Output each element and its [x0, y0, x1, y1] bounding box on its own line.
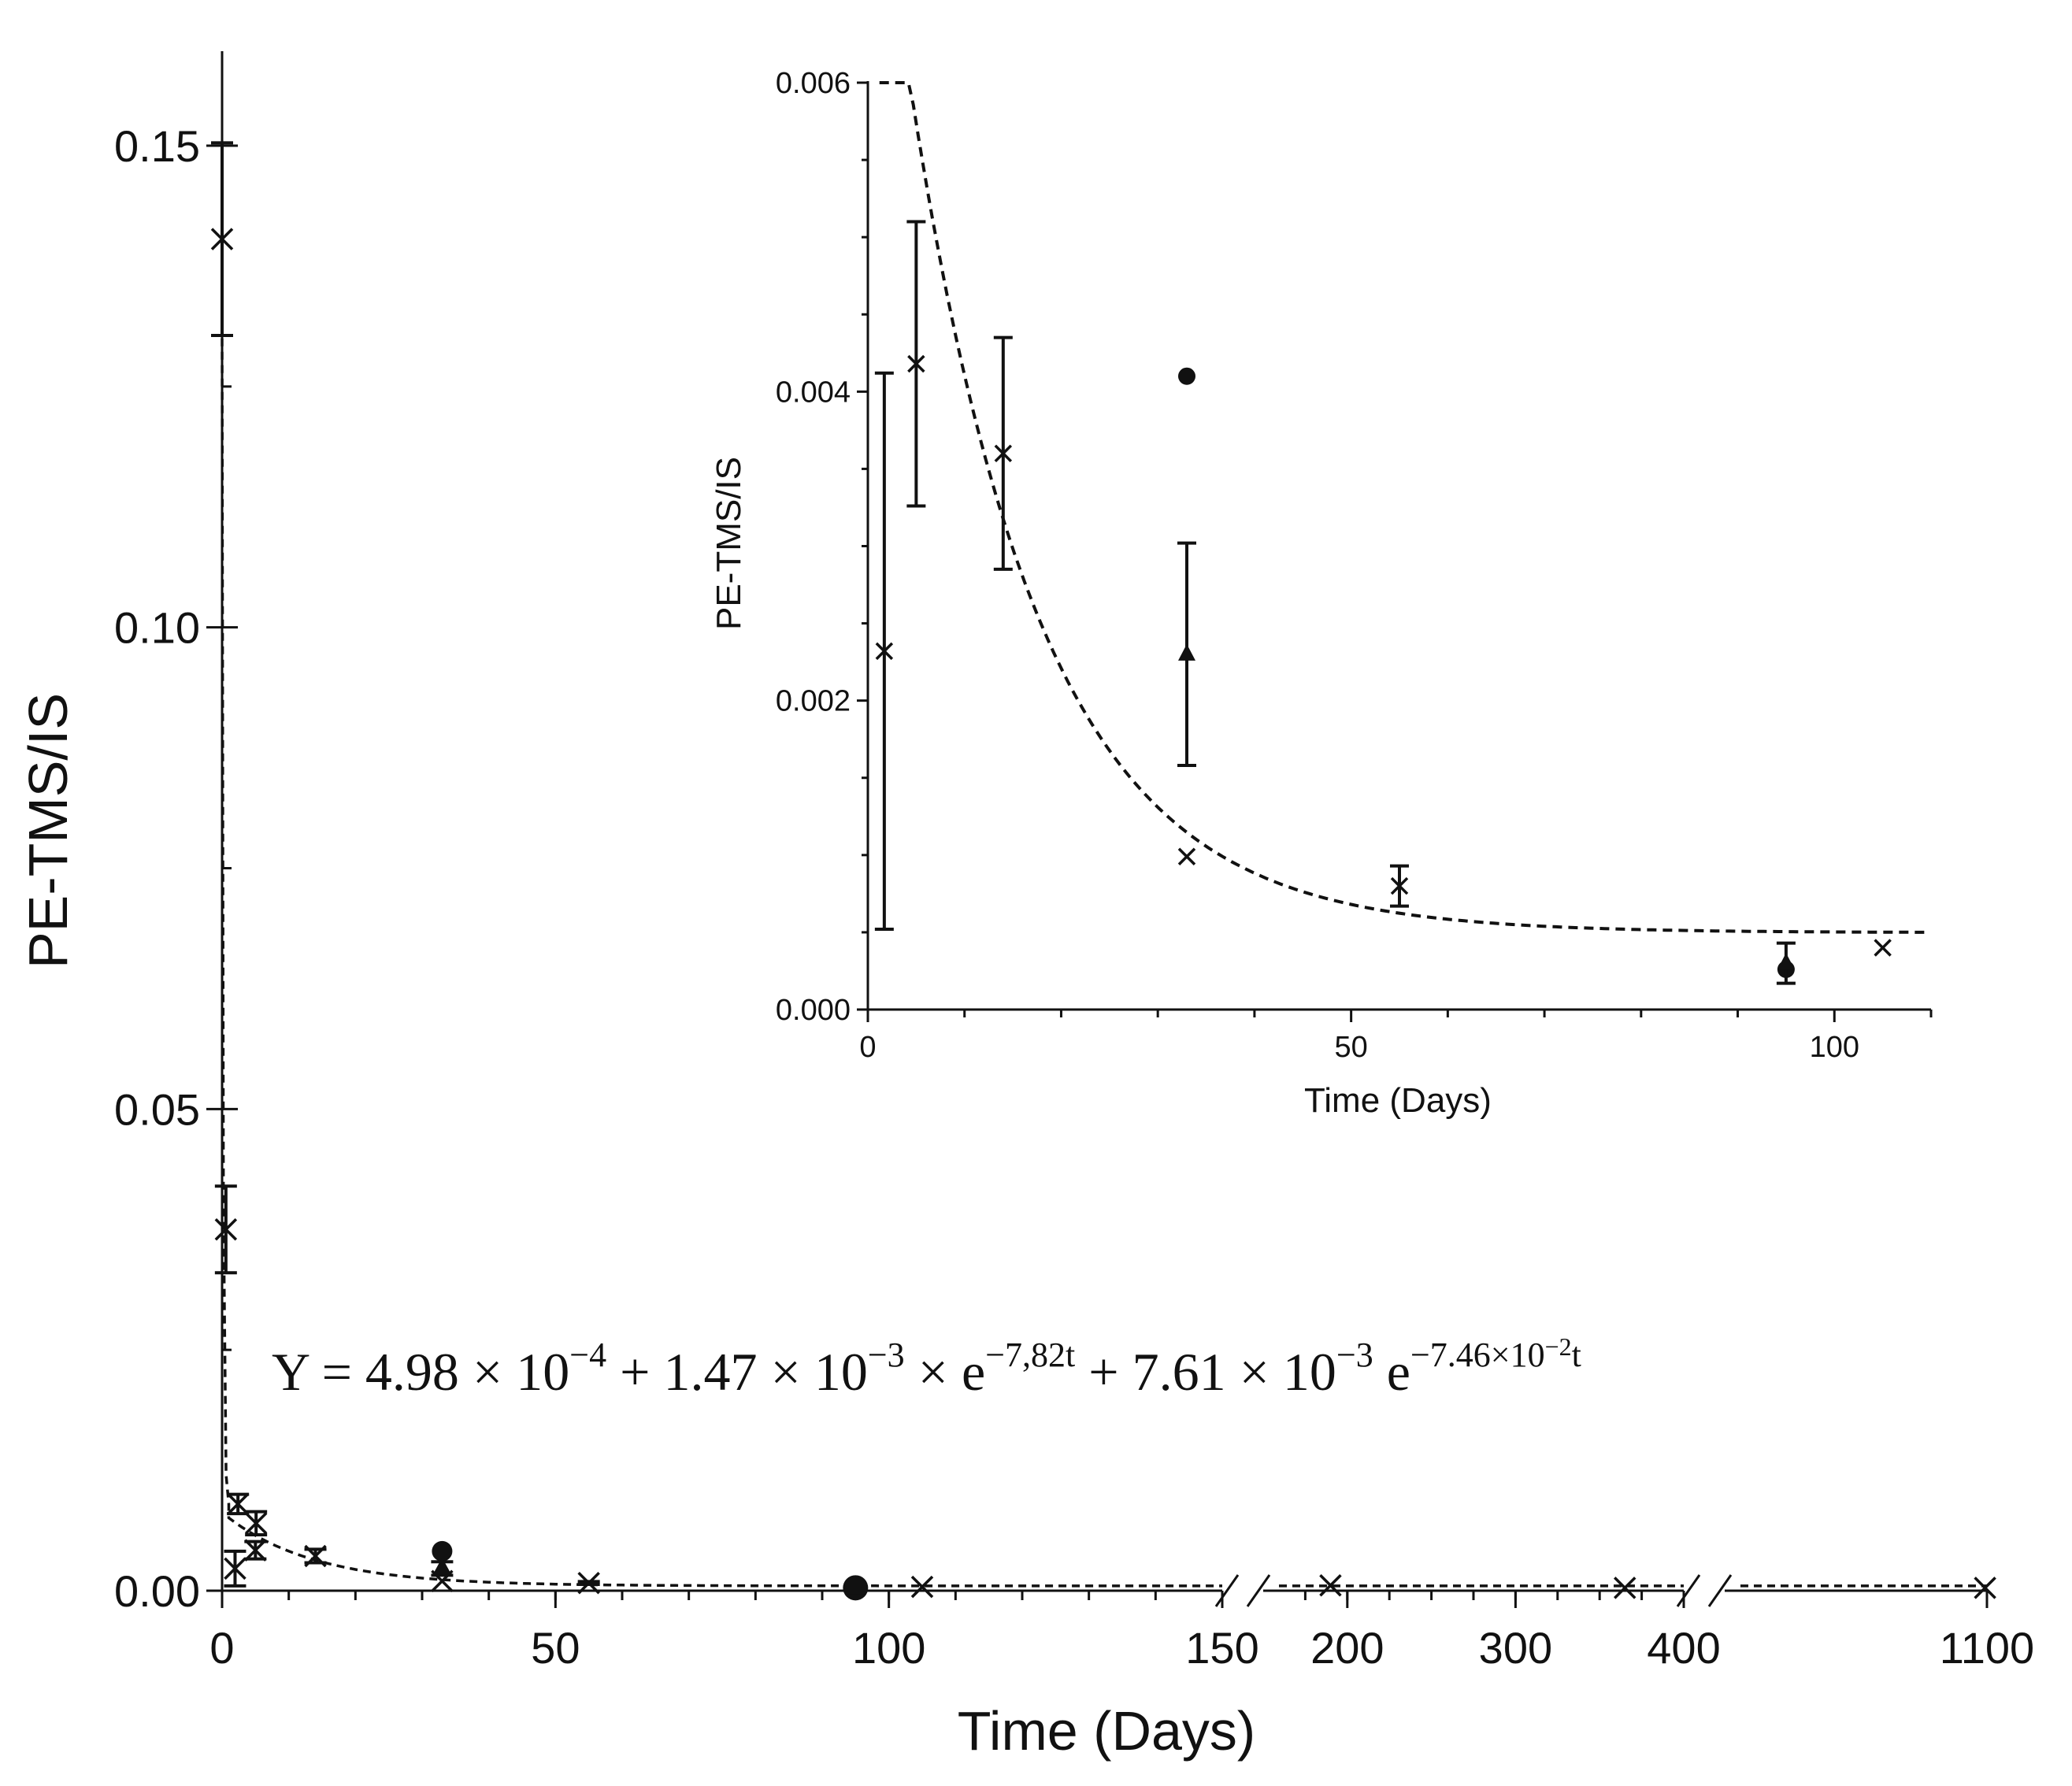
inset-data-point-cross	[1177, 847, 1196, 866]
inset-plot: 0.000 0.002 0.004 0.006 0 50 100 Time (Days) PE-…	[710, 67, 1933, 1120]
inset-y-tick-label: 0.006	[776, 67, 851, 100]
cross-stroke	[304, 1544, 327, 1568]
main-x-tick-label: 300	[1479, 1623, 1552, 1673]
axis-break-mark	[1246, 1574, 1271, 1607]
inset-data-point-cross	[875, 642, 894, 661]
main-x-tick-label: 0	[209, 1623, 234, 1673]
inset-data-point-cross	[1874, 939, 1892, 957]
main-data-point-cross	[224, 1557, 246, 1580]
inset-x-tick-label: 50	[1334, 1031, 1367, 1064]
equation-text: Y = 4.98 × 10−4 + 1.47 × 10−3 × e−7,82t …	[272, 1332, 1581, 1402]
cross-stroke	[875, 642, 894, 661]
main-x-tick-label: 1100	[1940, 1623, 2034, 1673]
main-data-point-triangle	[432, 1557, 452, 1575]
cross-stroke	[214, 1218, 238, 1241]
inset-y-tick-label: 0.000	[776, 994, 851, 1027]
equation-exp2: −3	[868, 1336, 905, 1374]
main-data-point-cross	[910, 1575, 934, 1599]
inset-data-point-triangle	[1178, 643, 1195, 661]
axis-break-mark	[1707, 1574, 1733, 1607]
main-x-tick-label: 50	[531, 1623, 580, 1673]
inset-y-tick-label: 0.002	[776, 685, 851, 718]
cross-stroke	[910, 1575, 934, 1599]
inset-data-point-cross	[1390, 876, 1409, 895]
main-data-point-cross	[210, 228, 234, 250]
cross-stroke	[244, 1512, 268, 1535]
cross-stroke	[1974, 1577, 1996, 1599]
axis-break-mark	[1214, 1574, 1240, 1607]
inset-data-point-triangle	[1777, 953, 1795, 970]
cross-stroke	[907, 354, 925, 373]
cross-stroke	[244, 1539, 267, 1562]
cross-stroke	[210, 228, 234, 250]
main-data-point-triangle	[846, 1577, 865, 1595]
equation-part5: e	[1373, 1342, 1410, 1402]
equation-exp5-t: t	[1572, 1336, 1581, 1374]
equation-part4: + 7.61 × 10	[1075, 1342, 1336, 1402]
main-data-point-cross	[1319, 1574, 1342, 1597]
main-plot: 0.00 0.05 0.10 0.15 PE-TMS/IS 0 50 100 150 200 300…	[17, 51, 2034, 1762]
inset-data-point-circle	[1178, 367, 1195, 385]
main-y-tick-label: 0.05	[114, 1084, 200, 1134]
cross-stroke	[1177, 847, 1196, 866]
equation-exp1: −4	[569, 1336, 606, 1374]
main-data-point-cross	[1614, 1577, 1636, 1599]
main-x-tick-label: 400	[1647, 1623, 1720, 1673]
fit-equation: Y = 4.98 × 10−4 + 1.47 × 10−3 × e−7,82t …	[272, 1332, 1581, 1402]
cross-stroke	[226, 1492, 250, 1516]
main-data-point-cross	[214, 1218, 238, 1241]
cross-stroke	[224, 1557, 246, 1580]
main-data-point-cross	[226, 1492, 250, 1516]
axis-break-mark	[1676, 1574, 1701, 1607]
inset-data-point-cross	[907, 354, 925, 373]
main-y-tick-label: 0.10	[114, 603, 200, 653]
cross-stroke	[577, 1571, 600, 1595]
main-x-axis-title: Time (Days)	[958, 1700, 1256, 1762]
inset-x-axis-title: Time (Days)	[1304, 1081, 1492, 1120]
main-y-tick-label: 0.15	[114, 121, 200, 171]
equation-part3: × e	[905, 1342, 986, 1402]
inset-fit-curve	[879, 81, 1929, 934]
main-data-point-cross	[577, 1571, 600, 1595]
equation-exp5-sup: −2	[1545, 1332, 1572, 1361]
main-x-tick-label: 200	[1310, 1623, 1384, 1673]
cross-stroke	[1390, 876, 1409, 895]
main-data-point-cross	[244, 1539, 267, 1562]
cross-stroke	[994, 444, 1013, 463]
cross-stroke	[1614, 1577, 1636, 1599]
main-fit-curve	[221, 338, 1222, 1588]
inset-x-tick-label: 100	[1810, 1031, 1859, 1064]
cross-stroke	[1874, 939, 1892, 957]
main-y-axis-title: PE-TMS/IS	[17, 693, 79, 969]
main-data-point-cross	[1974, 1577, 1996, 1599]
inset-y-axis-title: PE-TMS/IS	[710, 457, 748, 630]
equation-part2: + 1.47 × 10	[606, 1342, 868, 1402]
main-x-tick-label: 100	[852, 1623, 925, 1673]
main-x-tick-label: 150	[1185, 1623, 1258, 1673]
inset-data-point-cross	[994, 444, 1013, 463]
cross-stroke	[1319, 1574, 1342, 1597]
equation-exp4: −3	[1336, 1336, 1373, 1374]
main-data-point-circle	[432, 1540, 453, 1562]
main-y-tick-label: 0.00	[114, 1566, 200, 1616]
main-data-point-cross	[304, 1544, 327, 1568]
equation-exp5: −7.46×10	[1410, 1336, 1545, 1374]
equation-lhs: Y = 4.98 × 10	[272, 1342, 569, 1402]
main-data-point-cross	[244, 1512, 268, 1535]
equation-exp3: −7,82t	[985, 1336, 1075, 1374]
inset-y-tick-label: 0.004	[776, 376, 851, 409]
inset-x-tick-label: 0	[859, 1031, 876, 1064]
